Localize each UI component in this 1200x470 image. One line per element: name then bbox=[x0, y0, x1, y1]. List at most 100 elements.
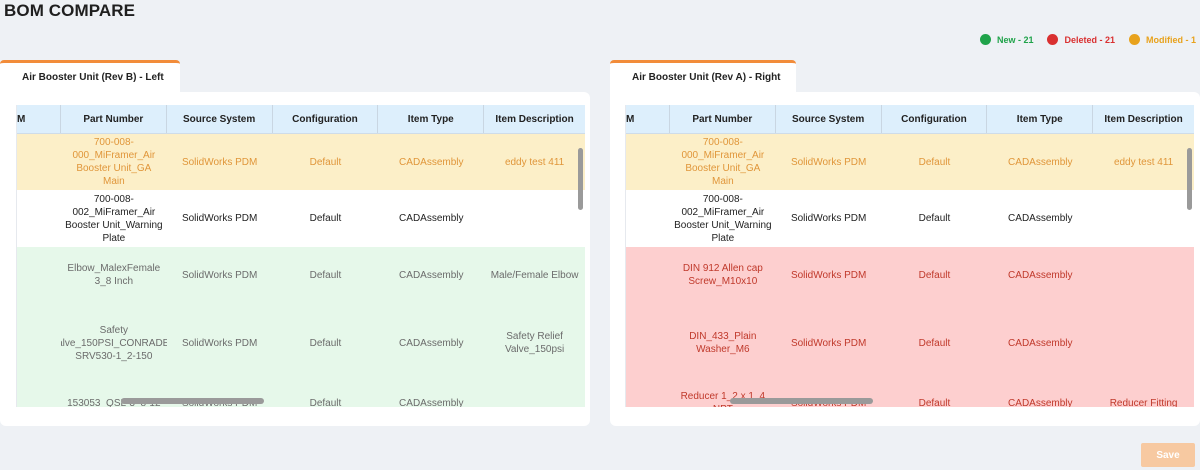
item-description-cell: Safety Relief Valve_150psi bbox=[504, 331, 565, 355]
configuration-cell: Default bbox=[309, 213, 342, 224]
configuration-cell: Default bbox=[918, 156, 951, 168]
column-header-configuration[interactable]: Configuration bbox=[273, 105, 379, 133]
source-system-cell: SolidWorks PDM bbox=[790, 269, 867, 281]
horizontal-scrollbar[interactable] bbox=[121, 398, 264, 404]
modified-dot-icon bbox=[1129, 34, 1140, 45]
source-system-cell: SolidWorks PDM bbox=[790, 156, 867, 168]
item-description-cell bbox=[1093, 303, 1194, 383]
table-row[interactable]: 700-008-000_MiFramer_Air Booster Unit_GA… bbox=[17, 134, 585, 190]
column-header-m[interactable]: M bbox=[626, 105, 670, 133]
deleted-dot-icon bbox=[1047, 34, 1059, 45]
table-row[interactable]: 700-008-000_MiFramer_Air Booster Unit_GA… bbox=[626, 134, 1194, 190]
part-number-cell: 700-008-002_MiFramer_Air Booster Unit_Wa… bbox=[674, 193, 772, 244]
item-description-cell: eddy test 411 bbox=[1113, 156, 1174, 168]
item-description-cell: eddy test 411 bbox=[504, 156, 565, 168]
part-number-cell: 153053_QSL-3_8-12 bbox=[67, 397, 161, 408]
table-header: M Part Number Source System Configuratio… bbox=[626, 105, 1194, 134]
m-cell bbox=[626, 303, 670, 383]
column-header-source-system[interactable]: Source System bbox=[776, 105, 882, 133]
table-body: 700-008-000_MiFramer_Air Booster Unit_GA… bbox=[626, 134, 1194, 407]
save-button[interactable]: Save bbox=[1141, 443, 1195, 467]
m-cell bbox=[626, 383, 670, 407]
left-bom-card: M Part Number Source System Configuratio… bbox=[0, 92, 590, 426]
source-system-cell: SolidWorks PDM bbox=[790, 213, 867, 224]
part-number-cell: 700-008-000_MiFramer_Air Booster Unit_GA… bbox=[72, 137, 156, 187]
item-type-cell: CADAssembly bbox=[1008, 337, 1073, 349]
table-row[interactable]: 700-008-002_MiFramer_Air Booster Unit_Wa… bbox=[17, 190, 585, 247]
item-type-cell: CADAssembly bbox=[399, 156, 464, 168]
column-header-part-number[interactable]: Part Number bbox=[61, 105, 167, 133]
source-system-cell: SolidWorks PDM bbox=[181, 156, 258, 168]
table-row[interactable]: DIN 912 Allen cap Screw_M10x10 SolidWork… bbox=[626, 247, 1194, 303]
part-number-cell: DIN 912 Allen cap Screw_M10x10 bbox=[682, 263, 763, 287]
column-header-configuration[interactable]: Configuration bbox=[882, 105, 988, 133]
table-row[interactable]: Reducer 1_2 x 1_4 NPT SolidWorks PDM Def… bbox=[626, 383, 1194, 407]
legend-new-label: New - 21 bbox=[996, 34, 1034, 45]
column-header-item-type[interactable]: Item Type bbox=[378, 105, 485, 133]
configuration-cell: Default bbox=[918, 269, 951, 281]
item-type-cell: CADAssembly bbox=[399, 269, 464, 281]
source-system-cell: SolidWorks PDM bbox=[790, 337, 867, 349]
column-header-item-description[interactable]: Item Description bbox=[1104, 113, 1183, 125]
part-number-cell: Elbow_MalexFemale 3_8 Inch bbox=[67, 263, 161, 287]
configuration-cell: Default bbox=[309, 397, 342, 408]
item-description-cell bbox=[1093, 247, 1194, 303]
part-number-cell: Safety Valve_150PSI_CONRADER SRV530-1_2-… bbox=[61, 324, 167, 362]
table-row[interactable]: 153053_QSL-3_8-12 SolidWorks PDM Default… bbox=[17, 383, 585, 407]
new-dot-icon bbox=[979, 34, 991, 45]
horizontal-scrollbar[interactable] bbox=[730, 398, 873, 404]
part-number-cell: 700-008-002_MiFramer_Air Booster Unit_Wa… bbox=[65, 193, 163, 244]
m-cell bbox=[17, 247, 61, 303]
m-cell bbox=[17, 303, 61, 383]
legend-new: New - 21 bbox=[979, 34, 1034, 45]
m-cell bbox=[17, 134, 61, 190]
table-row[interactable]: DIN_433_Plain Washer_M6 SolidWorks PDM D… bbox=[626, 303, 1194, 383]
tab-left-bom[interactable]: Air Booster Unit (Rev B) - Left bbox=[0, 60, 180, 92]
source-system-cell: SolidWorks PDM bbox=[181, 269, 258, 281]
item-description-cell: Reducer Fitting bbox=[1109, 397, 1178, 408]
configuration-cell: Default bbox=[918, 213, 951, 224]
source-system-cell: SolidWorks PDM bbox=[181, 337, 258, 349]
part-number-cell: DIN_433_Plain Washer_M6 bbox=[689, 331, 757, 355]
source-system-cell: SolidWorks PDM bbox=[181, 213, 258, 224]
tab-right-bom[interactable]: Air Booster Unit (Rev A) - Right bbox=[610, 60, 796, 92]
page-title: BOM COMPARE bbox=[4, 1, 136, 20]
column-header-item-description[interactable]: Item Description bbox=[495, 113, 574, 125]
item-type-cell: CADAssembly bbox=[1008, 213, 1073, 224]
table-row[interactable]: Elbow_MalexFemale 3_8 Inch SolidWorks PD… bbox=[17, 247, 585, 303]
column-header-m[interactable]: M bbox=[17, 105, 61, 133]
configuration-cell: Default bbox=[309, 337, 342, 349]
item-type-cell: CADAssembly bbox=[1008, 156, 1073, 168]
legend-modified: Modified - 1 bbox=[1129, 34, 1196, 45]
right-bom-table: M Part Number Source System Configuratio… bbox=[625, 105, 1194, 407]
legend-modified-label: Modified - 1 bbox=[1146, 34, 1196, 45]
left-bom-table: M Part Number Source System Configuratio… bbox=[16, 105, 585, 407]
right-bom-card: M Part Number Source System Configuratio… bbox=[610, 92, 1200, 426]
status-legend: New - 21 Deleted - 21 Modified - 1 bbox=[966, 34, 1196, 45]
item-type-cell: CADAssembly bbox=[399, 337, 464, 349]
table-row[interactable]: Safety Valve_150PSI_CONRADER SRV530-1_2-… bbox=[17, 303, 585, 383]
item-type-cell: CADAssembly bbox=[1008, 269, 1073, 281]
table-body: 700-008-000_MiFramer_Air Booster Unit_GA… bbox=[17, 134, 585, 407]
configuration-cell: Default bbox=[918, 337, 951, 349]
left-bom-panel: Air Booster Unit (Rev B) - Left M Part N… bbox=[0, 60, 590, 426]
vertical-scrollbar[interactable] bbox=[578, 148, 583, 210]
item-description-cell bbox=[1093, 190, 1194, 247]
item-type-cell: CADAssembly bbox=[1008, 397, 1073, 408]
part-number-cell: 700-008-000_MiFramer_Air Booster Unit_GA… bbox=[681, 137, 765, 187]
m-cell bbox=[626, 247, 670, 303]
vertical-scrollbar[interactable] bbox=[1187, 148, 1192, 210]
m-cell bbox=[626, 134, 670, 190]
m-cell bbox=[17, 383, 61, 407]
item-description-cell bbox=[484, 190, 585, 247]
right-bom-panel: Air Booster Unit (Rev A) - Right M Part … bbox=[610, 60, 1200, 426]
legend-deleted-label: Deleted - 21 bbox=[1064, 34, 1115, 45]
column-header-item-type[interactable]: Item Type bbox=[987, 105, 1094, 133]
legend-deleted: Deleted - 21 bbox=[1047, 34, 1115, 45]
column-header-source-system[interactable]: Source System bbox=[167, 105, 273, 133]
item-type-cell: CADAssembly bbox=[399, 397, 464, 408]
item-type-cell: CADAssembly bbox=[399, 213, 464, 224]
column-header-part-number[interactable]: Part Number bbox=[670, 105, 776, 133]
table-row[interactable]: 700-008-002_MiFramer_Air Booster Unit_Wa… bbox=[626, 190, 1194, 247]
configuration-cell: Default bbox=[309, 156, 342, 168]
